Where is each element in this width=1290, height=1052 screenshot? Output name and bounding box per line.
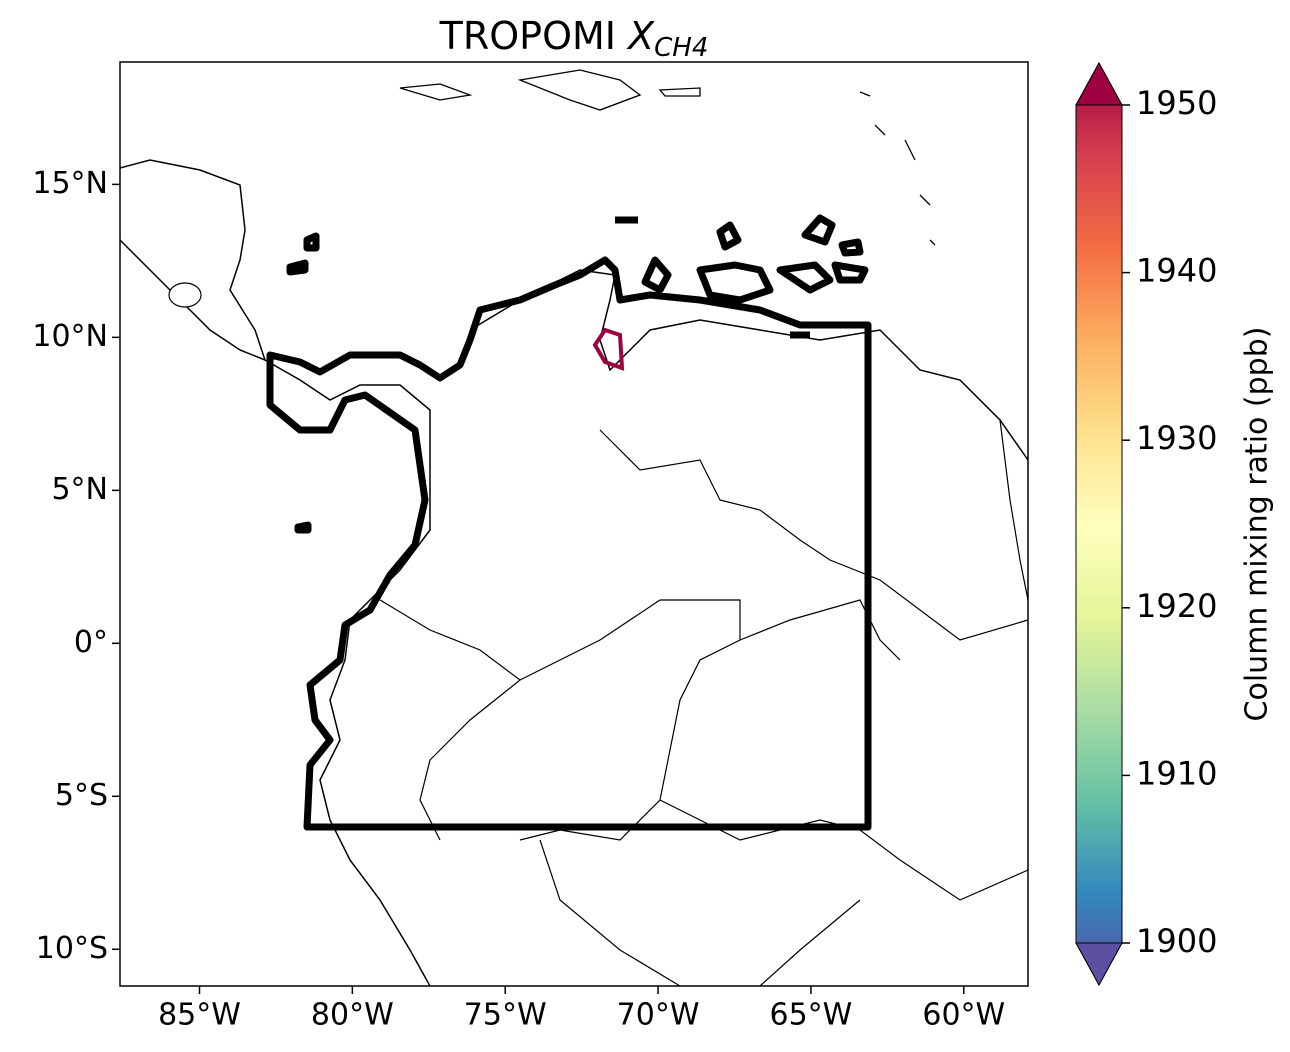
colorbar-fill bbox=[1075, 61, 1123, 987]
map-frame bbox=[119, 61, 1029, 987]
lake bbox=[168, 282, 202, 308]
x-tick-label: 70°W bbox=[617, 998, 700, 1033]
colorbar-tick-label: 1940 bbox=[1136, 252, 1217, 290]
y-tick-label: 10°N bbox=[32, 319, 108, 354]
x-tick-label: 65°W bbox=[770, 998, 853, 1033]
title-symbol: X bbox=[626, 14, 655, 58]
x-tick-label: 60°W bbox=[922, 998, 1005, 1033]
title-subscript: CH4 bbox=[654, 33, 708, 63]
coastline bbox=[119, 159, 1029, 987]
colorbar-tick-label: 1930 bbox=[1136, 419, 1217, 457]
y-tick-label: 10°S bbox=[36, 931, 108, 966]
lake-boundary bbox=[592, 327, 625, 371]
colorbar-extend-bottom bbox=[1075, 942, 1123, 987]
x-tick-label: 85°W bbox=[158, 998, 241, 1033]
domain-boundary bbox=[266, 214, 872, 831]
colorbar-extend-top bbox=[1075, 61, 1123, 106]
x-tick-label: 80°W bbox=[311, 998, 394, 1033]
colorbar-label: Column mixing ratio (ppb) bbox=[1240, 327, 1275, 722]
title-text: TROPOMI bbox=[439, 14, 616, 58]
y-tick-label: 5°N bbox=[51, 472, 108, 507]
y-tick-label: 15°N bbox=[32, 166, 108, 201]
colorbar-tick-label: 1900 bbox=[1136, 922, 1217, 960]
map-title: TROPOMI XCH4 bbox=[439, 14, 709, 63]
colorbar bbox=[1075, 61, 1123, 987]
x-tick-label: 75°W bbox=[464, 998, 547, 1033]
map-area bbox=[119, 61, 1029, 987]
country-border bbox=[379, 419, 1029, 987]
y-tick-label: 5°S bbox=[55, 778, 108, 813]
y-tick-label: 0° bbox=[74, 625, 108, 660]
colorbar-tick-label: 1910 bbox=[1136, 754, 1217, 792]
colorbar-tick-label: 1920 bbox=[1136, 587, 1217, 625]
caribbean-islands bbox=[399, 69, 936, 246]
colorbar-tick-label: 1950 bbox=[1136, 84, 1217, 122]
